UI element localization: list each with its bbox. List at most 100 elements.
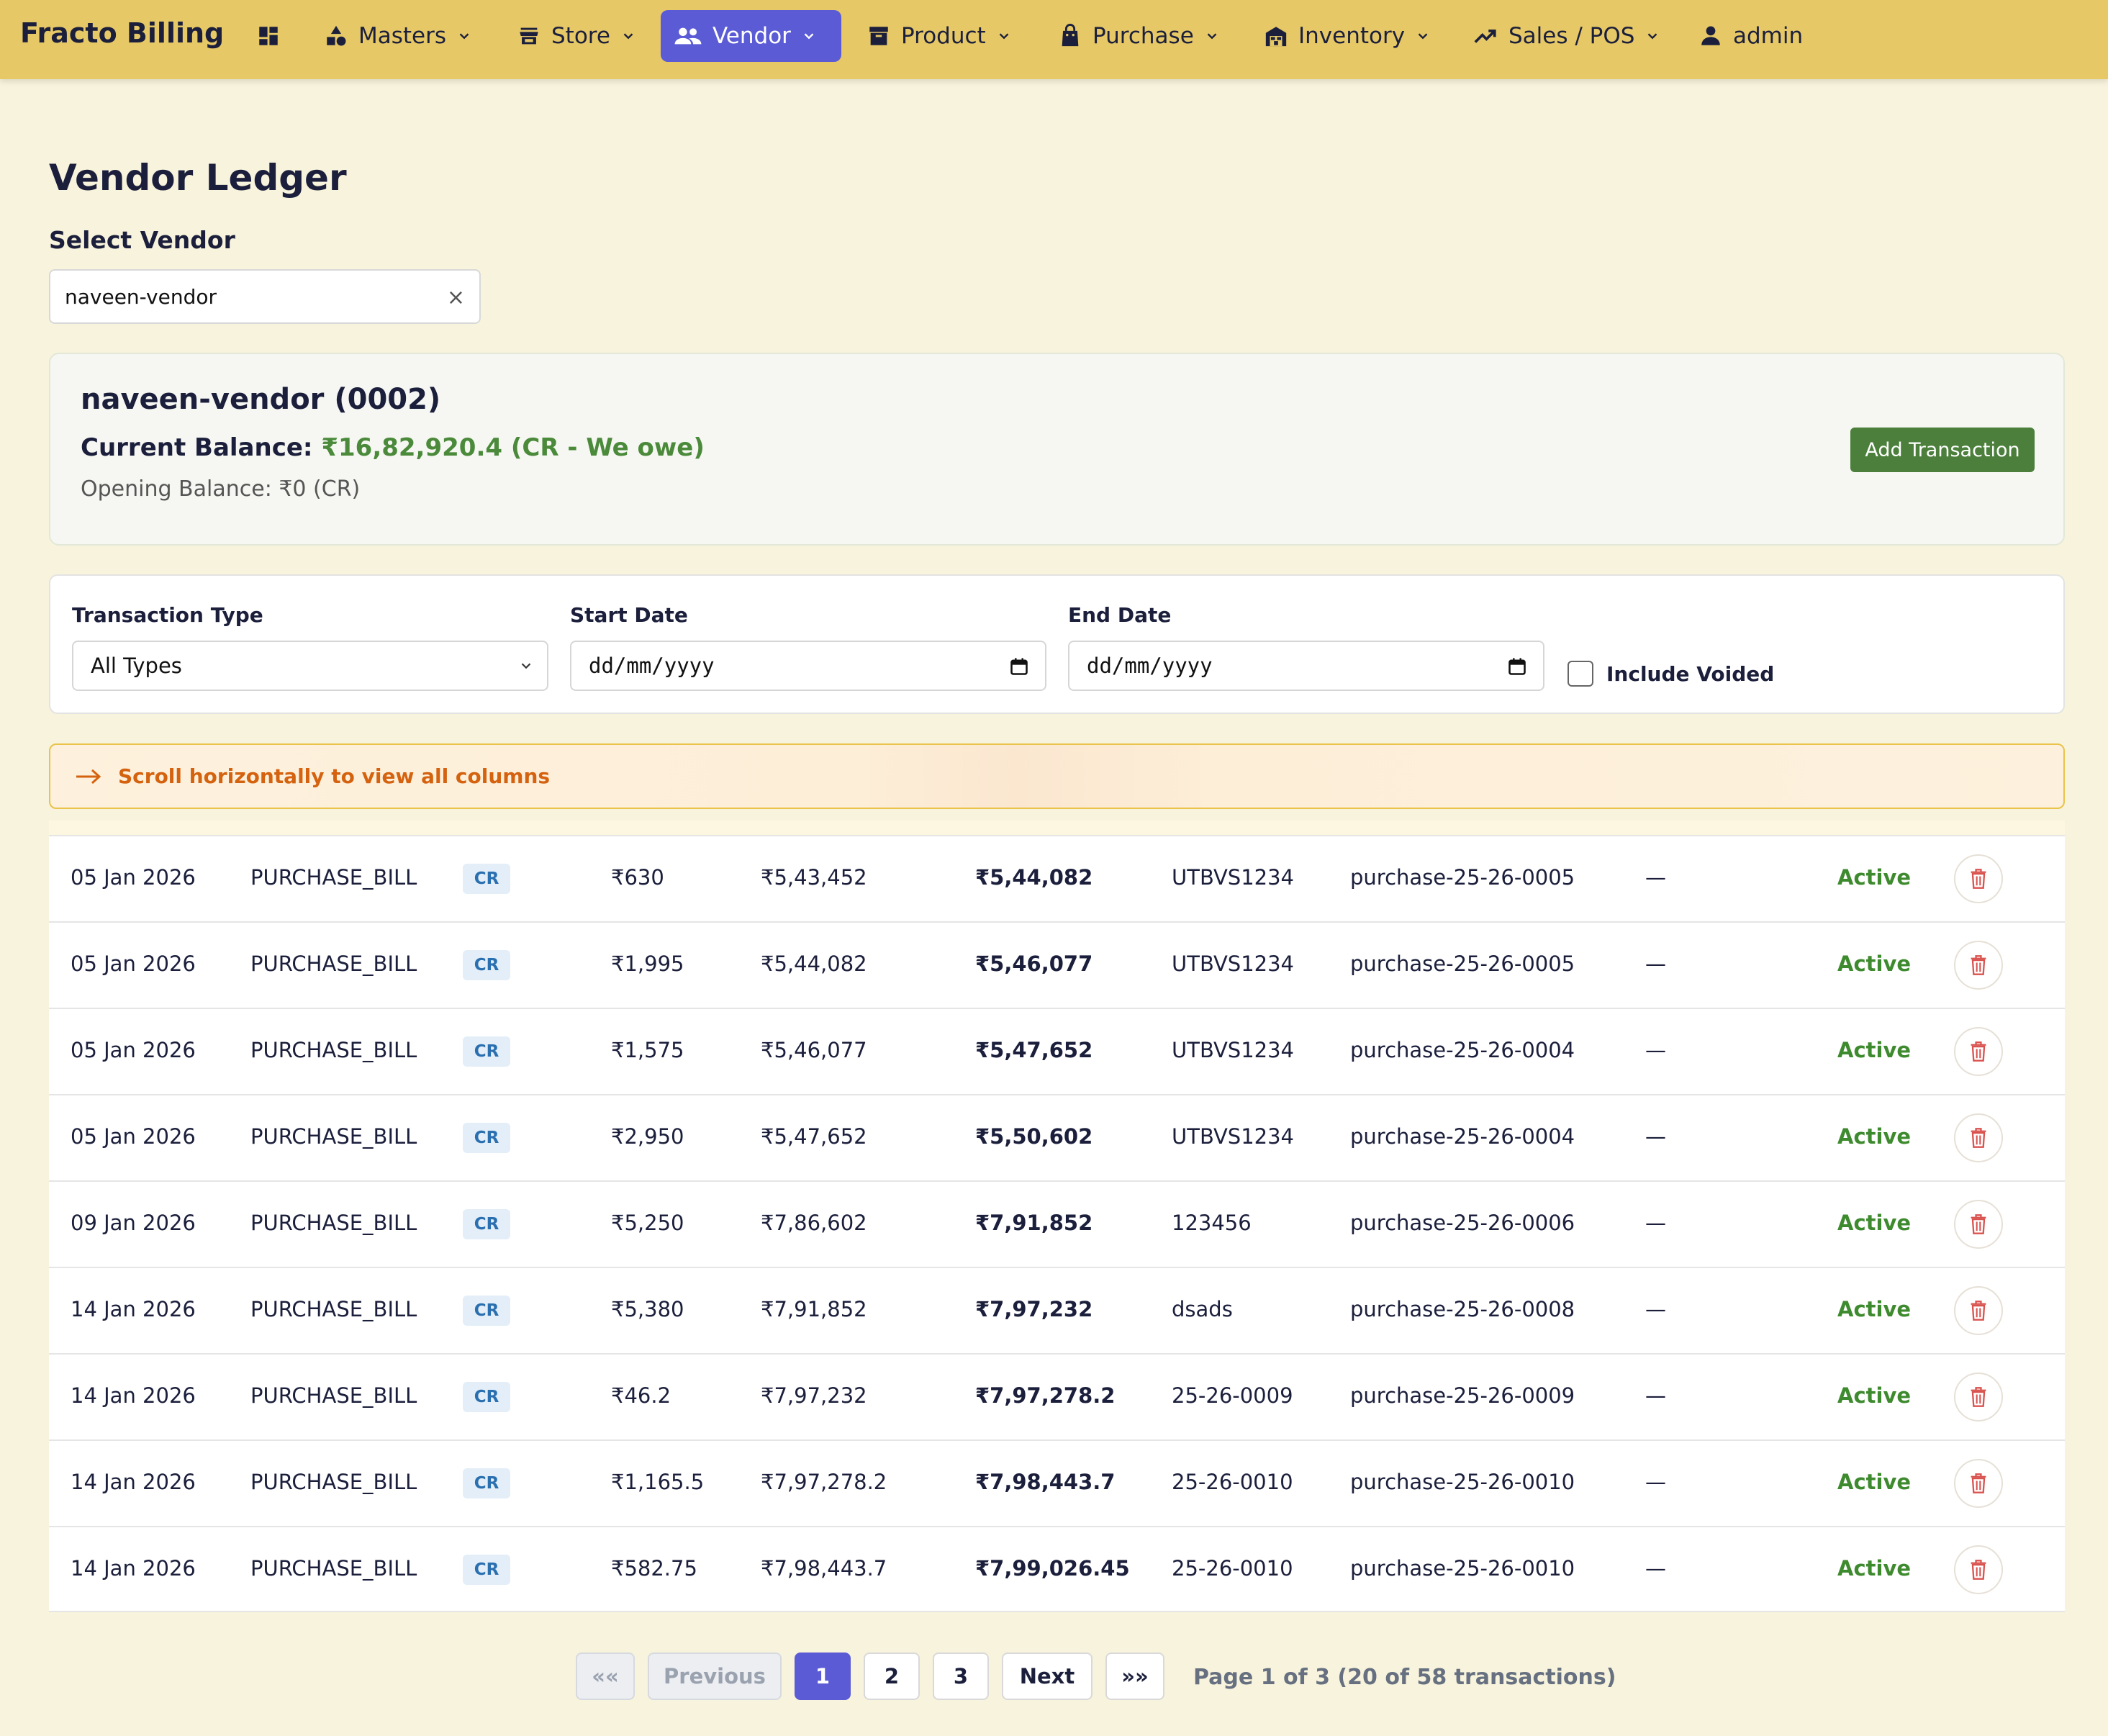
nav-user-menu[interactable]: admin (1686, 10, 1816, 62)
cell-balance-before: ₹5,47,652 (761, 1124, 867, 1149)
cell-reference: dsads (1172, 1297, 1233, 1321)
opening-balance: Opening Balance: ₹0 (CR) (81, 476, 361, 502)
pagination-info: Page 1 of 3 (20 of 58 transactions) (1193, 1665, 1616, 1690)
table-row: 14 Jan 2026 PURCHASE_BILL ₹46.2 ₹7,97,232 ₹7… (49, 1353, 2065, 1439)
add-transaction-button[interactable]: Add Transaction (1850, 428, 2035, 472)
ledger-table-body: 05 Jan 2026 PURCHASE_BILL ₹630 ₹5,43,452 ₹5,… (49, 835, 2065, 1612)
delete-button[interactable] (1954, 1027, 2003, 1076)
nav-product-label: Product (901, 23, 986, 49)
cell-balance-before: ₹7,98,443.7 (761, 1556, 887, 1581)
filters-panel: Transaction Type All Types Start Date dd… (49, 574, 2065, 714)
cell-date: 09 Jan 2026 (71, 1211, 196, 1235)
first-page-button[interactable]: «« (576, 1653, 635, 1700)
cell-amount: ₹46.2 (611, 1383, 671, 1408)
clear-icon[interactable]: × (446, 285, 465, 310)
include-voided-toggle[interactable]: Include Voided (1568, 661, 1774, 687)
shapes-icon (327, 25, 346, 46)
direction-badge: CR (463, 1382, 510, 1412)
cell-type: PURCHASE_BILL (250, 1556, 417, 1581)
cell-balance-after: ₹5,47,652 (975, 1038, 1093, 1062)
direction-badge: CR (463, 864, 510, 894)
nav-sales-pos[interactable]: Sales / POS (1460, 10, 1673, 62)
cell-document: purchase-25-26-0010 (1350, 1556, 1575, 1581)
nav-store[interactable]: Store (504, 10, 649, 62)
cell-balance-after: ₹5,44,082 (975, 865, 1093, 890)
start-date-label: Start Date (570, 603, 688, 627)
nav-product[interactable]: Product (854, 10, 1025, 62)
trash-icon (1971, 1128, 1986, 1148)
nav-purchase[interactable]: Purchase (1045, 10, 1233, 62)
delete-button[interactable] (1954, 1373, 2003, 1421)
nav-purchase-label: Purchase (1093, 23, 1194, 49)
cell-reference: 25-26-0010 (1172, 1470, 1293, 1494)
nav-vendor[interactable]: Vendor (661, 10, 841, 62)
direction-badge: CR (463, 1209, 510, 1239)
previous-page-button[interactable]: Previous (648, 1653, 782, 1700)
cell-amount: ₹1,995 (611, 951, 684, 976)
trash-icon (1971, 1387, 1986, 1407)
trash-icon (1971, 1301, 1986, 1321)
delete-button[interactable] (1954, 1286, 2003, 1335)
next-page-button[interactable]: Next (1002, 1653, 1093, 1700)
cell-balance-after: ₹7,99,026.45 (975, 1556, 1130, 1581)
delete-button[interactable] (1954, 1545, 2003, 1594)
status-badge: Active (1837, 1124, 1912, 1149)
status-badge: Active (1837, 1297, 1912, 1321)
delete-button[interactable] (1954, 1200, 2003, 1249)
chevron-down-icon (1648, 33, 1657, 40)
trending-up-icon (1474, 30, 1496, 43)
cell-balance-before: ₹7,97,278.2 (761, 1470, 887, 1494)
nav-masters-label: Masters (358, 23, 447, 49)
status-badge: Active (1837, 1556, 1912, 1581)
chevron-down-icon (999, 33, 1009, 40)
cell-type: PURCHASE_BILL (250, 1211, 417, 1235)
delete-button[interactable] (1954, 854, 2003, 903)
transaction-type-select[interactable]: All Types (72, 641, 548, 691)
direction-badge: CR (463, 1468, 510, 1498)
ledger-table: 05 Jan 2026 PURCHASE_BILL ₹630 ₹5,43,452 ₹5,… (49, 820, 2065, 1612)
cell-amount: ₹5,250 (611, 1211, 684, 1235)
include-voided-checkbox[interactable] (1568, 661, 1593, 687)
cell-balance-before: ₹7,97,232 (761, 1383, 867, 1408)
start-date-input[interactable]: dd/mm/yyyy (570, 641, 1046, 691)
delete-button[interactable] (1954, 1459, 2003, 1508)
vendor-select-value: naveen-vendor (65, 284, 217, 309)
end-date-label: End Date (1068, 603, 1172, 627)
cell-balance-after: ₹7,91,852 (975, 1211, 1093, 1235)
nav-dashboard[interactable] (243, 10, 294, 62)
calendar-icon[interactable] (1507, 656, 1527, 677)
cell-type: PURCHASE_BILL (250, 1470, 417, 1494)
cell-amount: ₹2,950 (611, 1124, 684, 1149)
chevron-down-icon (623, 33, 633, 40)
cell-balance-before: ₹5,43,452 (761, 865, 867, 890)
table-row: 05 Jan 2026 PURCHASE_BILL ₹630 ₹5,43,452 ₹5,… (49, 835, 2065, 921)
last-page-button[interactable]: »» (1105, 1653, 1164, 1700)
cell-reference: UTBVS1234 (1172, 1124, 1294, 1149)
cell-type: PURCHASE_BILL (250, 1038, 417, 1062)
cell-note: — (1645, 1124, 1666, 1149)
nav-inventory[interactable]: Inventory (1251, 10, 1444, 62)
cell-type: PURCHASE_BILL (250, 865, 417, 890)
page-3-button[interactable]: 3 (933, 1653, 989, 1700)
page-2-button[interactable]: 2 (864, 1653, 920, 1700)
end-date-input[interactable]: dd/mm/yyyy (1068, 641, 1544, 691)
brand-logo[interactable]: Fracto Billing (20, 17, 225, 49)
calendar-icon[interactable] (1009, 656, 1029, 677)
cell-date: 14 Jan 2026 (71, 1297, 196, 1321)
chevron-down-icon (521, 663, 531, 669)
table-row: 14 Jan 2026 PURCHASE_BILL ₹1,165.5 ₹7,97,27… (49, 1439, 2065, 1526)
select-vendor-label: Select Vendor (49, 226, 235, 254)
delete-button[interactable] (1954, 941, 2003, 990)
delete-button[interactable] (1954, 1113, 2003, 1162)
dashboard-icon (259, 27, 278, 45)
table-row: 14 Jan 2026 PURCHASE_BILL ₹5,380 ₹7,91,852 ₹… (49, 1267, 2065, 1353)
cell-balance-after: ₹5,46,077 (975, 951, 1093, 976)
chevron-down-icon (459, 33, 469, 40)
page-1-button[interactable]: 1 (795, 1653, 851, 1700)
cell-document: purchase-25-26-0006 (1350, 1211, 1575, 1235)
vendor-select[interactable]: naveen-vendor × (49, 269, 481, 324)
cell-balance-after: ₹7,97,278.2 (975, 1383, 1116, 1408)
cell-note: — (1645, 1297, 1666, 1321)
nav-masters[interactable]: Masters (311, 10, 485, 62)
cell-note: — (1645, 1556, 1666, 1581)
